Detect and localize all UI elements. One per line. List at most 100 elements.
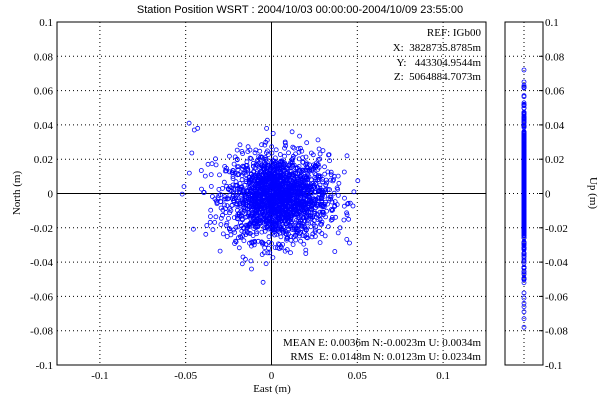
data-point — [295, 188, 301, 194]
data-point — [279, 186, 285, 192]
data-point — [282, 191, 288, 197]
data-point — [230, 176, 236, 182]
data-point — [233, 179, 239, 185]
data-point — [248, 193, 253, 198]
data-point — [304, 193, 310, 199]
data-point — [242, 198, 248, 204]
data-point — [268, 173, 274, 179]
data-point — [319, 231, 325, 236]
data-point — [239, 148, 245, 154]
data-point — [347, 200, 353, 206]
up-tick-label: 0.1 — [545, 17, 559, 29]
y-tick-label: 0.08 — [34, 51, 54, 63]
up-tick-label: 0.02 — [545, 154, 564, 166]
data-point — [252, 181, 258, 187]
data-point — [336, 180, 342, 186]
data-point — [346, 216, 352, 222]
data-point — [255, 206, 261, 212]
data-point — [249, 202, 255, 208]
up-data-point — [521, 84, 527, 90]
data-point — [292, 171, 298, 177]
data-point — [317, 217, 323, 223]
data-point — [316, 146, 322, 152]
data-point — [208, 207, 214, 213]
data-point — [189, 150, 195, 156]
data-point — [285, 235, 291, 241]
data-point — [181, 184, 187, 190]
data-point — [233, 238, 238, 244]
data-point — [309, 201, 315, 207]
data-point — [302, 233, 308, 239]
data-point — [291, 227, 297, 233]
data-point — [290, 242, 296, 248]
data-point — [293, 151, 298, 157]
data-point — [312, 171, 318, 177]
data-point — [213, 198, 219, 204]
data-point — [235, 185, 241, 191]
data-point — [230, 182, 236, 188]
data-point — [300, 233, 306, 239]
data-point — [297, 145, 303, 151]
data-point — [286, 198, 292, 204]
data-point — [294, 176, 300, 182]
data-point — [282, 139, 288, 145]
data-point — [299, 148, 305, 154]
up-data-point — [521, 234, 527, 240]
up-data-point — [521, 233, 527, 239]
data-point — [292, 198, 297, 204]
data-point — [248, 213, 254, 219]
data-point — [328, 172, 334, 178]
data-point — [341, 217, 347, 223]
data-point — [229, 203, 235, 208]
data-point — [241, 208, 247, 214]
up-data-point — [521, 192, 527, 197]
up-data-point — [521, 222, 527, 228]
data-point — [256, 166, 262, 172]
rms-label: RMS E: 0.0148m N: 0.0123m U: 0.0234m — [290, 351, 481, 363]
data-point — [351, 189, 357, 195]
y-tick-label: 0.04 — [34, 120, 54, 132]
data-point — [281, 161, 287, 167]
up-data-point — [521, 203, 527, 209]
data-point — [250, 160, 256, 166]
data-point — [238, 184, 244, 190]
data-point — [238, 234, 244, 240]
data-point — [258, 218, 263, 224]
data-point — [290, 155, 296, 161]
data-point — [208, 172, 214, 178]
data-point — [308, 184, 314, 190]
data-point — [312, 227, 318, 233]
ref-y-label: Y: 443304.9544m — [396, 57, 481, 69]
data-point — [325, 201, 331, 207]
data-point — [239, 261, 245, 267]
data-point — [186, 120, 192, 126]
data-point — [304, 220, 310, 226]
data-point — [322, 187, 328, 193]
data-point — [247, 221, 253, 227]
data-point — [282, 211, 288, 217]
data-point — [305, 183, 310, 189]
data-point — [314, 162, 320, 168]
data-point — [241, 188, 247, 194]
data-point — [270, 167, 276, 173]
data-point — [245, 203, 250, 209]
data-point — [309, 190, 315, 196]
data-point — [292, 207, 298, 213]
up-data-point — [521, 265, 527, 271]
up-data-point — [521, 251, 527, 256]
data-point — [329, 215, 335, 220]
up-data-point — [521, 182, 527, 188]
up-data-point — [521, 271, 527, 276]
data-point — [297, 199, 303, 205]
data-point — [297, 133, 303, 139]
data-point — [195, 125, 201, 131]
data-point — [341, 203, 347, 209]
data-point — [217, 248, 223, 254]
data-point — [301, 186, 307, 192]
data-point — [268, 183, 274, 189]
data-point — [204, 223, 210, 228]
data-point — [289, 168, 294, 174]
data-point — [283, 174, 289, 180]
up-data-point — [521, 148, 527, 153]
data-point — [300, 159, 306, 165]
